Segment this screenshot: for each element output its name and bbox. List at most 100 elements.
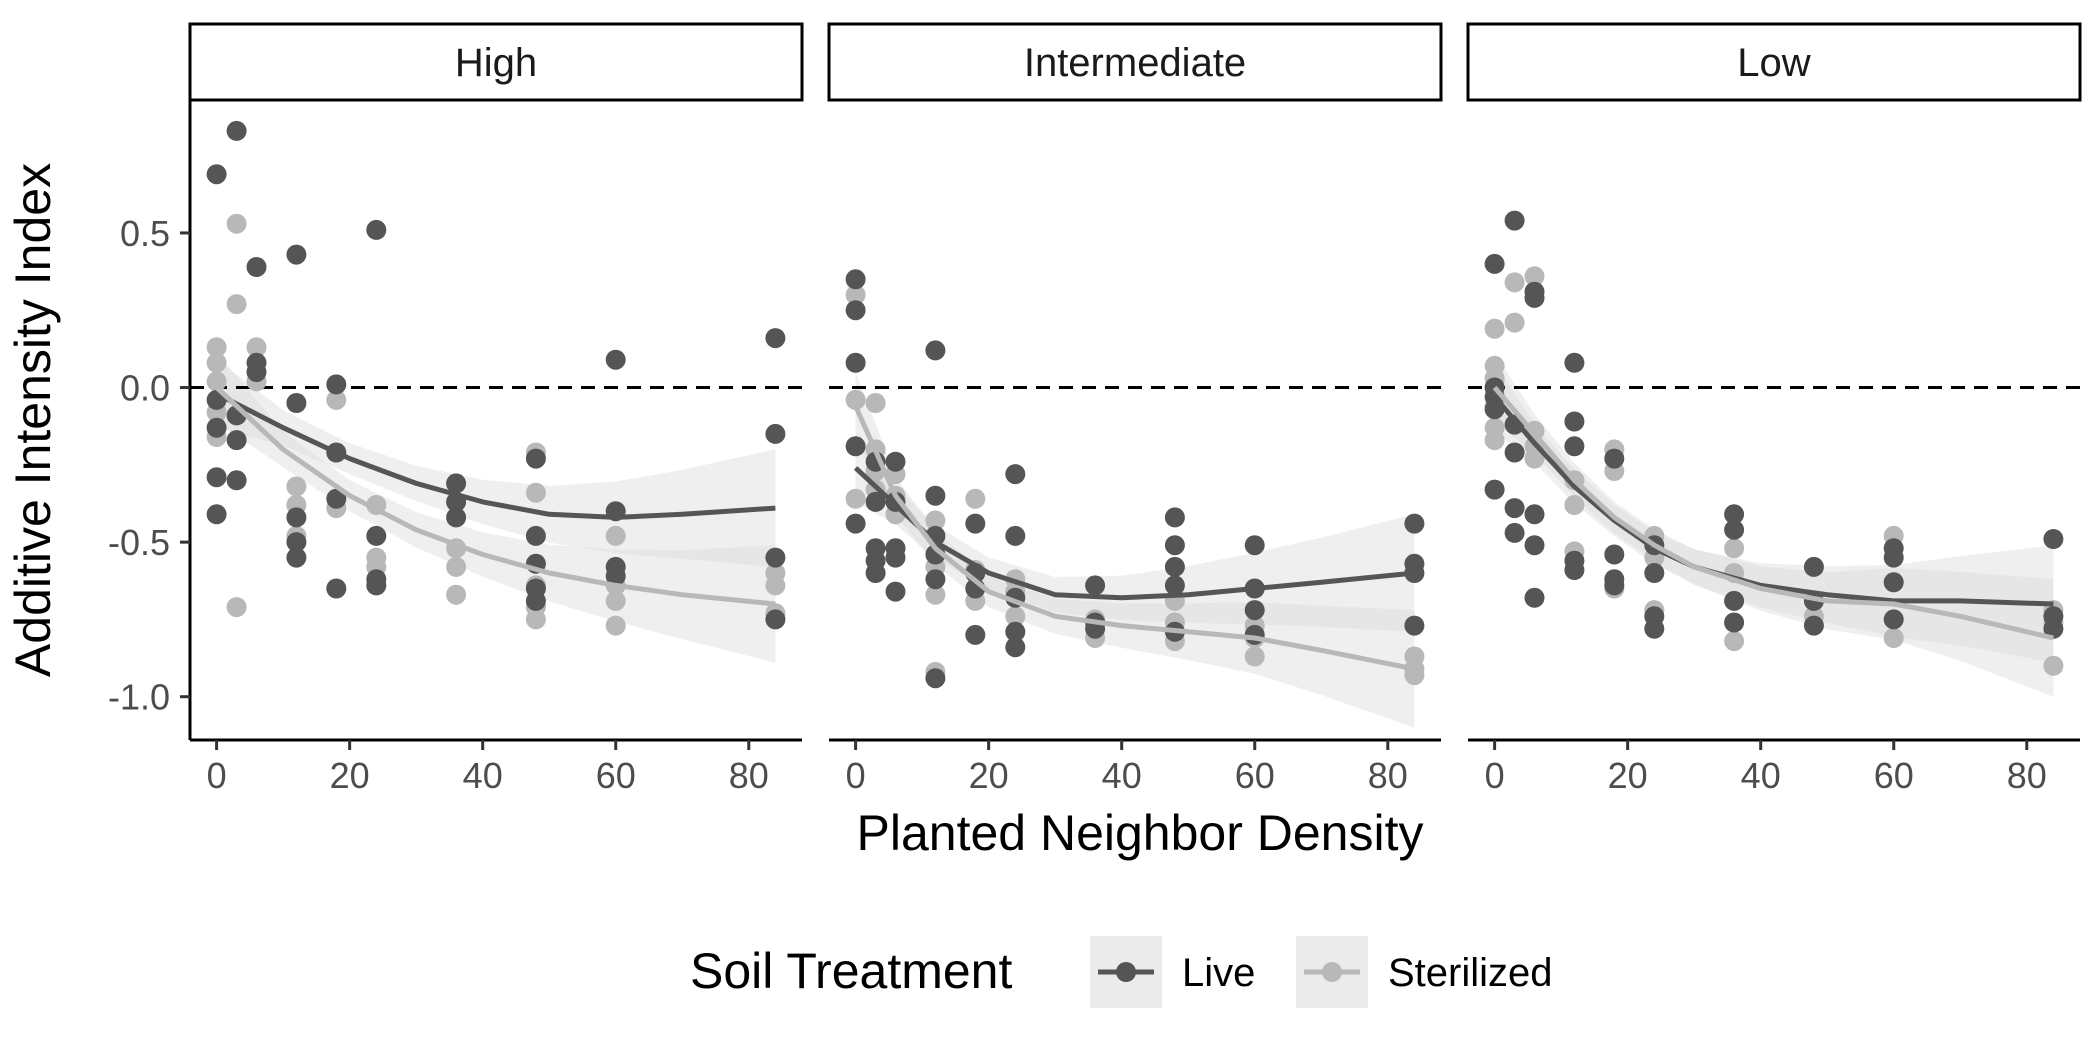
legend-title: Soil Treatment [690, 943, 1012, 999]
point-live-low-20 [1604, 448, 1625, 469]
legend-label-sterilized: Sterilized [1388, 951, 1553, 995]
point-sterilized-low-22 [1724, 538, 1745, 559]
point-live-high-27 [446, 507, 467, 528]
point-live-low-31 [1724, 612, 1745, 633]
point-sterilized-intermediate-2 [845, 488, 866, 509]
y-tick-label-1: 0.0 [120, 368, 170, 409]
point-live-high-33 [605, 349, 626, 370]
point-live-intermediate-3 [845, 436, 866, 457]
x-tick-label-intermediate-60: 60 [1235, 755, 1275, 796]
point-sterilized-intermediate-3 [865, 393, 886, 413]
point-live-intermediate-14 [885, 581, 906, 602]
point-sterilized-low-24 [1724, 631, 1745, 652]
point-live-high-37 [765, 328, 786, 349]
point-sterilized-low-6 [1504, 272, 1525, 293]
point-live-low-34 [1803, 615, 1824, 636]
fit-line-sterilized-high [214, 385, 776, 607]
facet-panels: High 0 20 40 60 80 Intermediate 0 20 40 60 80 Low 0 20… [188, 22, 2082, 796]
point-sterilized-low-29 [1883, 628, 1904, 648]
x-tick-label-low-20: 20 [1608, 755, 1648, 796]
x-tick-label-intermediate-80: 80 [1368, 755, 1408, 796]
point-sterilized-high-2 [206, 371, 227, 392]
point-live-intermediate-21 [965, 513, 986, 534]
point-live-intermediate-13 [885, 547, 906, 568]
point-sterilized-high-5 [226, 213, 247, 234]
point-live-high-9 [246, 257, 267, 277]
point-live-intermediate-29 [1005, 637, 1026, 658]
x-tick-label-intermediate-0: 0 [846, 755, 866, 796]
x-tick-label-low-40: 40 [1741, 755, 1781, 796]
point-sterilized-high-8 [246, 337, 267, 358]
point-live-low-11 [1524, 287, 1545, 308]
point-sterilized-intermediate-0 [845, 284, 866, 305]
fit-line-live-high [215, 391, 776, 520]
point-live-intermediate-25 [1005, 464, 1026, 485]
point-live-high-5 [226, 120, 247, 141]
point-live-high-0 [206, 164, 227, 185]
point-live-low-16 [1564, 411, 1585, 432]
point-sterilized-high-1 [206, 352, 227, 373]
legend: Soil Treatment Live Sterilized [690, 936, 1553, 1008]
strip-low [1466, 22, 2082, 102]
ribbon-sterilized-intermediate [855, 371, 1415, 728]
point-sterilized-low-32 [2043, 655, 2064, 676]
point-live-intermediate-16 [925, 485, 946, 506]
point-live-high-36 [605, 566, 626, 587]
strip-label-low: Low [1737, 41, 1810, 85]
fit-line-sterilized-low [1492, 385, 2054, 641]
point-sterilized-intermediate-13 [925, 584, 946, 605]
y-tick-label-2: -0.5 [108, 522, 170, 563]
point-sterilized-high-22 [525, 482, 546, 503]
point-live-low-17 [1564, 436, 1585, 457]
x-tick-label-intermediate-40: 40 [1102, 755, 1142, 796]
point-live-low-30 [1724, 590, 1745, 611]
ribbon-sterilized-low [1494, 353, 2054, 697]
point-live-low-0 [1484, 253, 1505, 274]
ribbon-live-intermediate [855, 433, 1415, 632]
point-live-low-32 [1803, 556, 1824, 577]
point-live-intermediate-28 [1005, 621, 1026, 642]
point-live-intermediate-10 [885, 451, 906, 472]
point-live-low-8 [1504, 498, 1525, 519]
point-sterilized-high-0 [206, 337, 227, 358]
x-tick-label-high-20: 20 [330, 755, 370, 796]
point-live-high-12 [286, 244, 307, 265]
point-live-low-14 [1524, 587, 1545, 608]
point-sterilized-high-20 [446, 584, 467, 605]
x-tick-label-high-80: 80 [729, 755, 769, 796]
point-live-high-24 [366, 575, 387, 596]
point-live-intermediate-9 [865, 563, 886, 583]
point-live-intermediate-26 [1005, 525, 1026, 546]
x-axis-title: Planted Neighbor Density [857, 805, 1424, 861]
legend-key-point-sterilized [1322, 962, 1342, 982]
x-tick-label-low-0: 0 [1485, 755, 1505, 796]
x-tick-label-intermediate-20: 20 [969, 755, 1009, 796]
point-live-low-21 [1604, 544, 1625, 565]
point-live-low-4 [1484, 479, 1505, 500]
point-live-intermediate-35 [1164, 556, 1185, 577]
point-live-intermediate-1 [845, 300, 866, 321]
point-live-intermediate-20 [925, 668, 946, 689]
legend-entry-live: Live [1090, 936, 1255, 1008]
point-live-low-38 [1883, 609, 1904, 630]
point-live-high-25 [446, 473, 467, 494]
point-live-high-16 [286, 547, 307, 568]
point-live-intermediate-36 [1164, 575, 1185, 596]
point-live-high-22 [366, 525, 387, 546]
point-live-low-12 [1524, 504, 1545, 525]
point-sterilized-intermediate-15 [965, 488, 986, 509]
point-live-low-39 [2043, 529, 2064, 549]
point-sterilized-low-7 [1504, 312, 1525, 333]
point-live-low-36 [1883, 547, 1904, 568]
point-live-high-3 [206, 467, 227, 488]
point-live-intermediate-2 [845, 352, 866, 373]
ribbon-sterilized-high [216, 353, 776, 663]
y-tick-label-3: -1.0 [108, 677, 170, 718]
y-axis-title: Additive Intensity Index [5, 163, 61, 677]
point-live-intermediate-19 [925, 569, 946, 590]
point-live-high-29 [525, 525, 546, 546]
x-tick-label-low-80: 80 [2007, 755, 2047, 796]
point-live-high-8 [226, 470, 247, 491]
point-sterilized-high-31 [765, 575, 786, 596]
point-live-intermediate-45 [1404, 615, 1425, 636]
